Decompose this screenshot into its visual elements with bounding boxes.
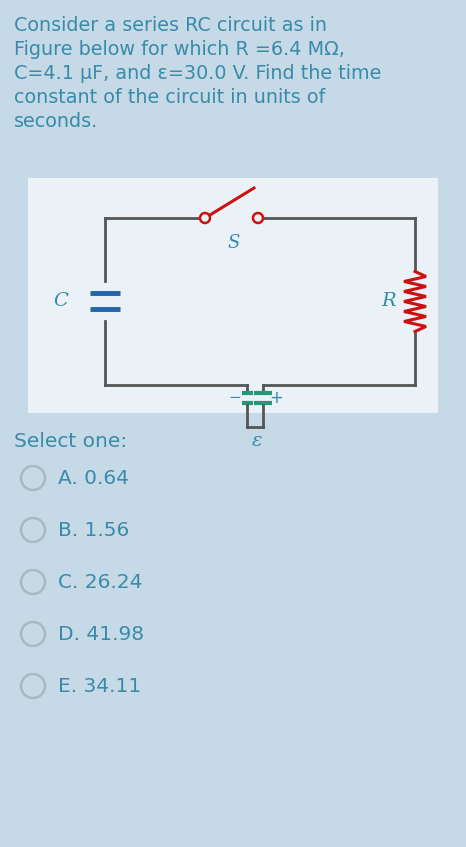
Circle shape [21, 622, 45, 646]
Text: Figure below for which R =6.4 MΩ,: Figure below for which R =6.4 MΩ, [14, 40, 345, 59]
Text: E. 34.11: E. 34.11 [58, 677, 141, 695]
Text: D. 41.98: D. 41.98 [58, 624, 144, 644]
Text: −: − [229, 390, 241, 406]
Text: Consider a series RC circuit as in: Consider a series RC circuit as in [14, 16, 327, 35]
Text: seconds.: seconds. [14, 112, 98, 131]
Text: C. 26.24: C. 26.24 [58, 573, 143, 591]
Circle shape [253, 213, 263, 223]
Text: R: R [382, 292, 396, 311]
Text: constant of the circuit in units of: constant of the circuit in units of [14, 88, 325, 107]
Circle shape [200, 213, 210, 223]
Text: ε: ε [252, 432, 262, 450]
Text: Select one:: Select one: [14, 432, 127, 451]
Text: +: + [269, 389, 283, 407]
Circle shape [21, 570, 45, 594]
Text: C: C [54, 292, 69, 311]
Circle shape [21, 518, 45, 542]
FancyBboxPatch shape [28, 178, 438, 413]
Circle shape [21, 466, 45, 490]
Circle shape [21, 674, 45, 698]
Text: B. 1.56: B. 1.56 [58, 521, 129, 540]
Text: A. 0.64: A. 0.64 [58, 468, 129, 488]
Text: S: S [227, 234, 240, 252]
Text: C=4.1 μF, and ε=30.0 V. Find the time: C=4.1 μF, and ε=30.0 V. Find the time [14, 64, 381, 83]
